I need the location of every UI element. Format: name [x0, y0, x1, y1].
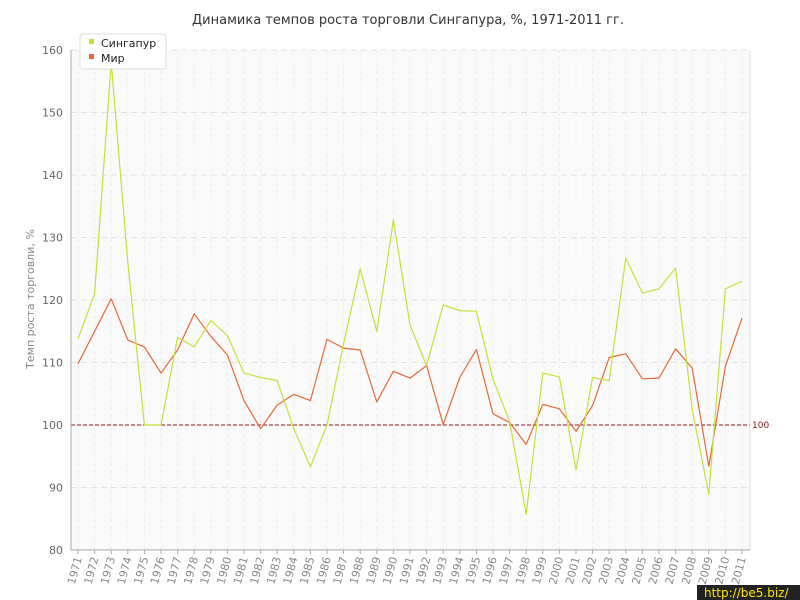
- legend: Сингапур Мир: [79, 33, 167, 70]
- y-tick-label: 150: [42, 107, 63, 120]
- y-tick-label: 110: [42, 357, 63, 370]
- legend-label-singapore: Сингапур: [101, 37, 156, 50]
- watermark-text: http://be5.biz/: [704, 586, 789, 600]
- reference-line-label: 100: [752, 421, 769, 431]
- y-axis-title: Темп роста торговли, %: [24, 229, 37, 370]
- y-tick-label: 160: [42, 44, 63, 57]
- y-tick-labels: 80 90 100 110 120 130 140 150 160: [42, 44, 63, 557]
- y-tick-label: 90: [49, 482, 63, 495]
- legend-swatch-singapore: [89, 39, 94, 44]
- series-group: [77, 61, 743, 516]
- watermark: http://be5.biz/: [697, 585, 800, 600]
- legend-swatch-world: [89, 54, 94, 59]
- reference-line-group: 100: [71, 421, 769, 431]
- grid: [71, 49, 750, 550]
- x-tick-labels: 1971197219731974197519761977197819791980…: [65, 550, 749, 586]
- watermark-background: [697, 585, 800, 600]
- y-tick-label: 140: [42, 169, 63, 182]
- y-tick-label: 130: [42, 232, 63, 245]
- legend-label-world: Мир: [101, 52, 125, 65]
- chart-title: Динамика темпов роста торговли Сингапура…: [192, 13, 624, 28]
- y-tick-label: 100: [42, 419, 63, 432]
- series-line-world: [77, 298, 743, 467]
- x-tick-label: 2011: [729, 555, 749, 585]
- y-tick-label: 80: [49, 544, 63, 557]
- y-tick-label: 120: [42, 294, 63, 307]
- legend-box: [79, 33, 167, 70]
- series-line-singapore: [77, 61, 743, 516]
